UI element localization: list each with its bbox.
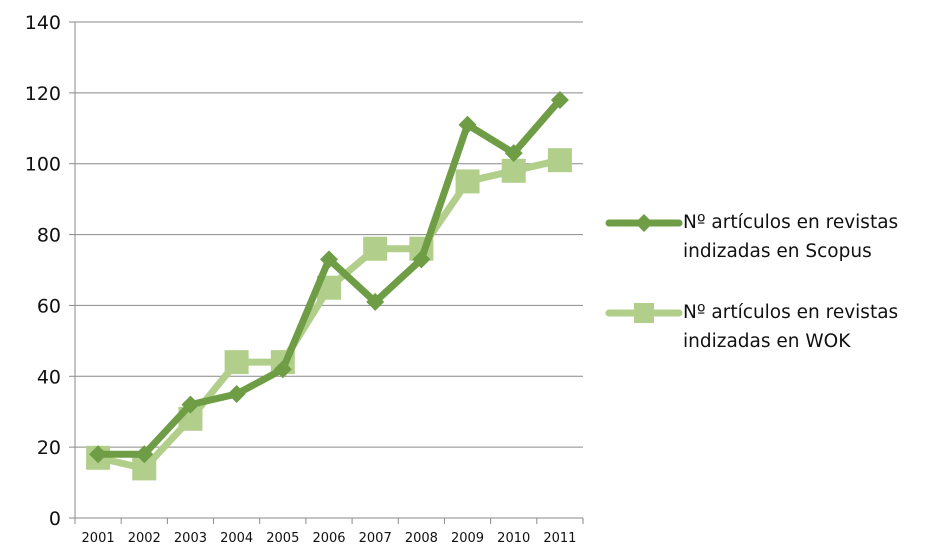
legend-item-wok: Nº artículos en revistas indizadas en WO… — [605, 298, 935, 358]
x-tick-label: 2005 — [266, 531, 299, 546]
x-tick-label: 2004 — [220, 531, 253, 546]
legend-marker-scopus — [605, 214, 683, 232]
x-tick-label: 2008 — [405, 531, 438, 546]
y-tick-label: 20 — [37, 437, 61, 459]
x-tick-label: 2010 — [497, 531, 530, 546]
data-point-scopus — [458, 115, 477, 134]
data-point-scopus — [273, 360, 292, 379]
x-tick-label: 2009 — [451, 531, 484, 546]
x-tick-label: 2007 — [359, 531, 392, 546]
data-point-wok — [501, 158, 526, 183]
x-tick-labels: 2001 2002 2003 2004 2005 2006 2007 2008 2009 2010… — [82, 531, 577, 546]
data-point-scopus — [550, 90, 569, 109]
data-point-scopus — [412, 250, 431, 269]
data-point-scopus — [181, 395, 200, 414]
legend-marker-wok — [605, 303, 683, 323]
x-tick-label: 2003 — [174, 531, 207, 546]
data-point-wok — [455, 169, 480, 194]
x-tick-label: 2011 — [543, 531, 576, 546]
axes — [69, 21, 584, 524]
y-tick-label: 100 — [25, 154, 61, 176]
data-point-scopus — [89, 445, 108, 464]
y-tick-label: 140 — [25, 12, 61, 34]
gridlines — [75, 21, 583, 448]
data-point-scopus — [135, 445, 154, 464]
y-tick-label: 60 — [37, 295, 61, 317]
series-layer — [86, 90, 572, 481]
legend-label-scopus: Nº artículos en revistas indizadas en Sc… — [683, 212, 899, 262]
y-tick-label: 120 — [25, 83, 61, 105]
data-point-wok — [547, 148, 572, 173]
x-tick-label: 2006 — [312, 531, 345, 546]
legend-label-wok: Nº artículos en revistas indizadas en WO… — [683, 302, 899, 352]
data-point-wok — [224, 350, 249, 375]
data-point-scopus — [320, 250, 338, 269]
y-tick-label: 80 — [37, 225, 61, 247]
data-point-wok — [363, 236, 388, 261]
legend: Nº artículos en revistas indizadas en Sc… — [605, 208, 935, 388]
x-tick-label: 2002 — [128, 531, 161, 546]
y-tick-label: 40 — [37, 366, 61, 388]
y-tick-labels: 0 20 40 60 80 100 120 140 — [25, 12, 61, 530]
y-tick-label: 0 — [49, 508, 61, 530]
data-point-scopus — [504, 144, 523, 163]
x-tick-label: 2001 — [82, 531, 115, 546]
legend-item-scopus: Nº artículos en revistas indizadas en Sc… — [605, 208, 935, 268]
data-point-scopus — [366, 292, 385, 311]
series-line-wok — [94, 156, 564, 472]
data-point-scopus — [227, 385, 246, 403]
